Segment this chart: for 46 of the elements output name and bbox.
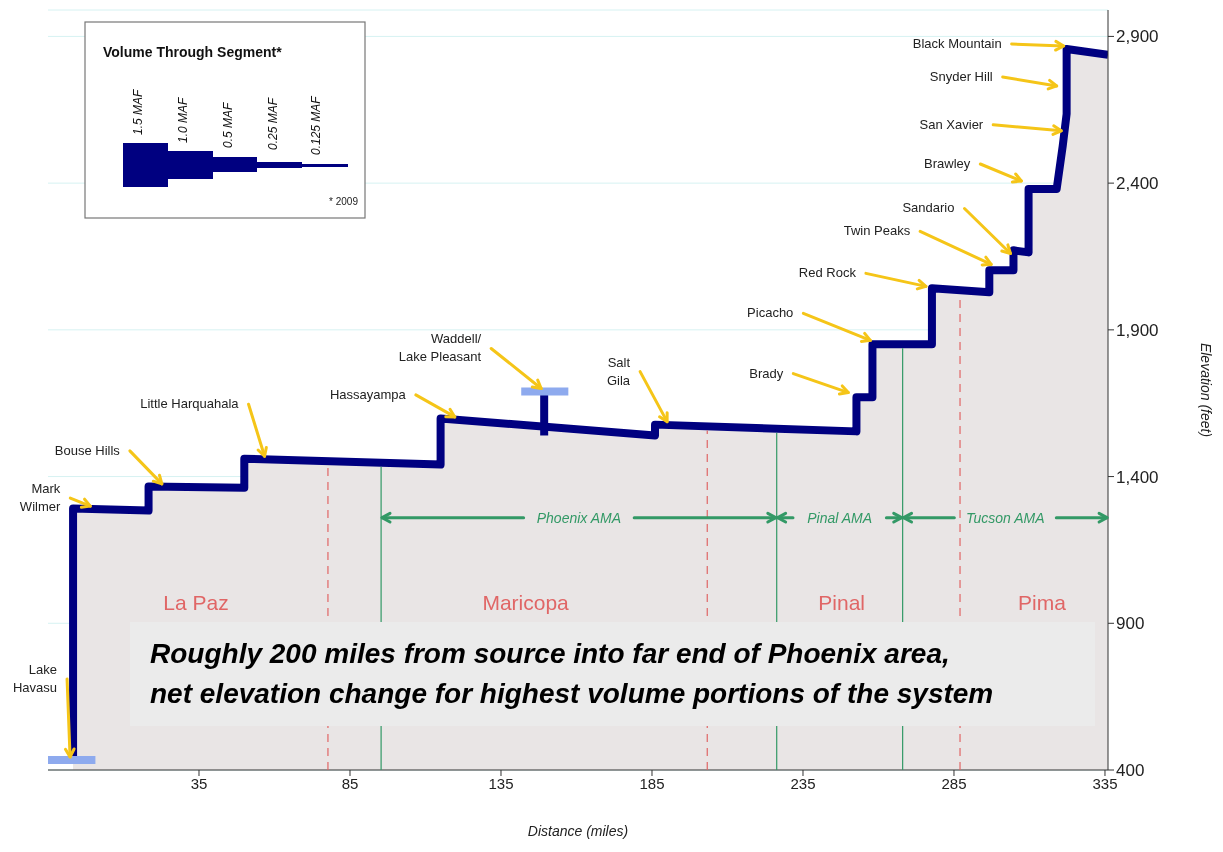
annotation: Brady: [749, 365, 784, 381]
annotation: Twin Peaks: [843, 223, 911, 239]
annotation: Tucson AMA: [966, 509, 1045, 526]
y-tick-label: 2,400: [1116, 174, 1159, 194]
annotation: 1.0 MAF: [176, 96, 190, 143]
x-tick-label: 185: [639, 774, 665, 792]
annotation: Maricopa: [482, 591, 570, 614]
annotation: Pinal: [818, 591, 865, 614]
annotation: 0.125 MAF: [309, 95, 323, 155]
x-tick-label: 85: [341, 774, 359, 792]
annotation: 0.25 MAF: [266, 97, 280, 150]
x-tick-label: 235: [790, 774, 816, 792]
x-axis-title: Distance (miles): [527, 823, 629, 839]
x-tick-label: 35: [190, 774, 208, 792]
annotation: Pima: [1018, 591, 1067, 614]
annotation: San Xavier: [919, 116, 984, 132]
x-tick-label: 335: [1092, 774, 1118, 792]
annotation: Black Mountain: [912, 36, 1002, 52]
annotation: Phoenix AMA: [536, 509, 622, 526]
y-tick-label: 2,900: [1116, 27, 1159, 47]
x-tick-label: 135: [488, 774, 514, 792]
annotation: Pinal AMA: [807, 509, 873, 526]
annotation: La Paz: [163, 591, 229, 614]
annotation: Waddell/ Lake Pleasant: [398, 331, 482, 365]
text-box: Roughly 200 miles from source into far end of Phoenix area, net elevation change for highest volume portions of the system: [130, 622, 1095, 726]
annotation: Little Harquahala: [140, 396, 240, 412]
annotation: Sandario: [902, 200, 955, 216]
annotation: Salt Gila: [606, 354, 631, 388]
annotation: Mark Wilmer: [19, 481, 61, 515]
annotation: Lake Havasu: [12, 662, 58, 696]
annotation: Bouse Hills: [54, 442, 121, 458]
annotation: 0.5 MAF: [221, 101, 235, 148]
y-tick-label: 400: [1116, 761, 1145, 781]
y-tick-label: 900: [1116, 614, 1145, 634]
y-axis-title: Elevation (feet): [1198, 342, 1215, 438]
annotation: 1.5 MAF: [131, 88, 145, 135]
annotation: * 2009: [329, 196, 359, 207]
y-tick-label: 1,400: [1116, 467, 1159, 487]
annotation: Red Rock: [798, 265, 857, 281]
y-tick-label: 1,900: [1116, 320, 1159, 340]
annotation: Volume Through Segment*: [103, 44, 283, 60]
annotation: Picacho: [747, 305, 794, 321]
x-tick-label: 285: [941, 774, 967, 792]
annotation: Brawley: [924, 156, 971, 172]
annotation: Snyder Hill: [929, 68, 993, 84]
annotation: Hassayampa: [329, 386, 407, 402]
